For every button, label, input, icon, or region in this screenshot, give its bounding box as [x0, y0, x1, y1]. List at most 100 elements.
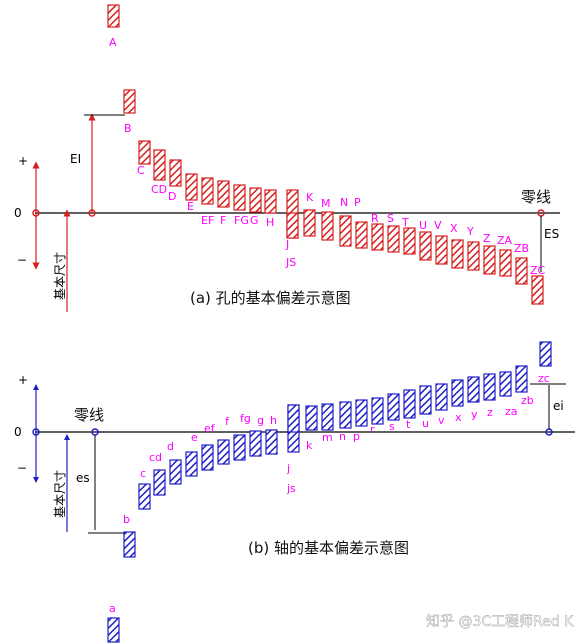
hole-bar-Z	[483, 245, 496, 275]
hole-bar-E	[185, 173, 198, 201]
hole-letter-X: X	[450, 222, 458, 235]
hole-letter-F: F	[220, 214, 226, 227]
plus-symbol-a: +	[18, 154, 28, 168]
hole-letter-FG: FG	[234, 214, 249, 227]
shaft-letter-a: a	[109, 602, 116, 615]
hole-bar-EF	[201, 177, 214, 205]
shaft-letter-r: r	[370, 423, 375, 436]
hole-bar-S	[387, 225, 400, 253]
shaft-letter-zc: zc	[538, 372, 550, 385]
shaft-letter-f: f	[225, 415, 230, 428]
shaft-bar-f	[217, 439, 230, 465]
hole-letter-Z: Z	[483, 232, 491, 245]
caption-b: (b) 轴的基本偏差示意图	[248, 539, 409, 557]
hole-letter-EF: EF	[201, 214, 214, 227]
hole-bar-CD	[153, 149, 166, 181]
hole-bar-A	[107, 4, 120, 28]
hole-bar-B	[123, 89, 136, 114]
shaft-letter-za: za	[505, 405, 518, 418]
shaft-bar-t	[403, 389, 416, 419]
shaft-bar-n	[339, 401, 352, 429]
shaft-bar-fg	[233, 434, 246, 461]
shaft-bar-h	[265, 429, 278, 455]
hole-bar-ZA	[499, 249, 512, 277]
shaft-bar-e	[185, 451, 198, 477]
shaft-bar-r	[371, 397, 384, 425]
hole-letter-Y: Y	[466, 225, 474, 238]
shaft-letter-g: g	[257, 414, 264, 427]
hole-bar-ZC	[531, 275, 544, 305]
shaft-letter-k: k	[306, 439, 313, 452]
hole-bar-F	[217, 180, 230, 208]
shaft-letter-js: js	[286, 482, 296, 495]
shaft-bar-a	[107, 617, 120, 643]
shaft-bar-g	[249, 430, 262, 457]
hole-deviation-bars	[107, 4, 544, 305]
hole-letter-D: D	[168, 190, 176, 203]
hole-letter-ZB: ZB	[514, 242, 529, 255]
ei-label-b: ei	[553, 399, 564, 413]
shaft-letter-u: u	[422, 417, 429, 430]
minus-symbol-a: −	[17, 253, 27, 267]
es-label-b: es	[76, 471, 90, 485]
hole-letter-J: J	[285, 238, 289, 251]
zero-line-label-a: 零线	[521, 188, 551, 206]
hole-letter-E: E	[187, 200, 194, 213]
shaft-letter-d: d	[167, 440, 174, 453]
hole-bar-JS	[286, 212, 299, 239]
hole-bar-ZB	[515, 257, 528, 285]
shaft-bar-cd	[153, 469, 166, 496]
shaft-bar-b	[123, 531, 136, 558]
shaft-letter-e: e	[191, 431, 198, 444]
shaft-letter-n: n	[339, 430, 346, 443]
hole-letter-R: R	[371, 212, 379, 225]
hole-bar-H	[264, 189, 277, 214]
hole-letter-A: A	[109, 36, 117, 49]
shaft-letter-x: x	[455, 411, 462, 424]
hole-bar-V	[435, 235, 448, 265]
shaft-bar-y	[467, 376, 480, 403]
shaft-bar-d	[169, 459, 182, 485]
shaft-bar-js	[287, 404, 300, 433]
hole-letter-ZC: ZC	[530, 264, 546, 277]
plus-symbol-b: +	[18, 373, 28, 387]
shaft-bar-za	[499, 371, 512, 397]
hole-bar-X	[451, 239, 464, 269]
minus-symbol-b: −	[17, 461, 27, 475]
es-label-a: ES	[544, 227, 559, 241]
hole-letter-B: B	[124, 122, 132, 135]
ei-label: EI	[70, 152, 81, 166]
shaft-letter-z: z	[487, 406, 493, 419]
shaft-bar-v	[435, 383, 448, 411]
shaft-letter-j: j	[286, 462, 290, 475]
shaft-bar-c	[138, 483, 151, 510]
shaft-letter-zb: zb	[521, 394, 534, 407]
hole-bar-U	[419, 231, 432, 261]
hole-bar-G	[249, 187, 262, 213]
shaft-letter-fg: fg	[240, 412, 251, 425]
watermark: 知乎 @3C工程师Red K	[426, 613, 574, 630]
hole-bar-N	[339, 215, 352, 247]
shaft-bar-z	[483, 373, 496, 401]
shaft-letter-h: h	[270, 414, 277, 427]
shaft-bar-m	[321, 403, 334, 431]
hole-letter-S: S	[387, 212, 394, 225]
shaft-letter-v: v	[438, 414, 445, 427]
hole-bar-Y	[467, 241, 480, 271]
shaft-bar-k	[305, 405, 318, 431]
hole-bar-FG	[233, 184, 246, 211]
shaft-letter-cd: cd	[149, 451, 162, 464]
hole-bar-T	[403, 227, 416, 255]
hole-letter-H: H	[266, 216, 274, 229]
shaft-deviation-bars	[107, 341, 552, 643]
hole-letter-JS: JS	[285, 256, 296, 269]
shaft-letter-s: s	[389, 420, 395, 433]
shaft-bar-p	[355, 399, 368, 427]
zero-value-b: 0	[14, 425, 22, 439]
hole-letter-M: M	[321, 197, 331, 210]
